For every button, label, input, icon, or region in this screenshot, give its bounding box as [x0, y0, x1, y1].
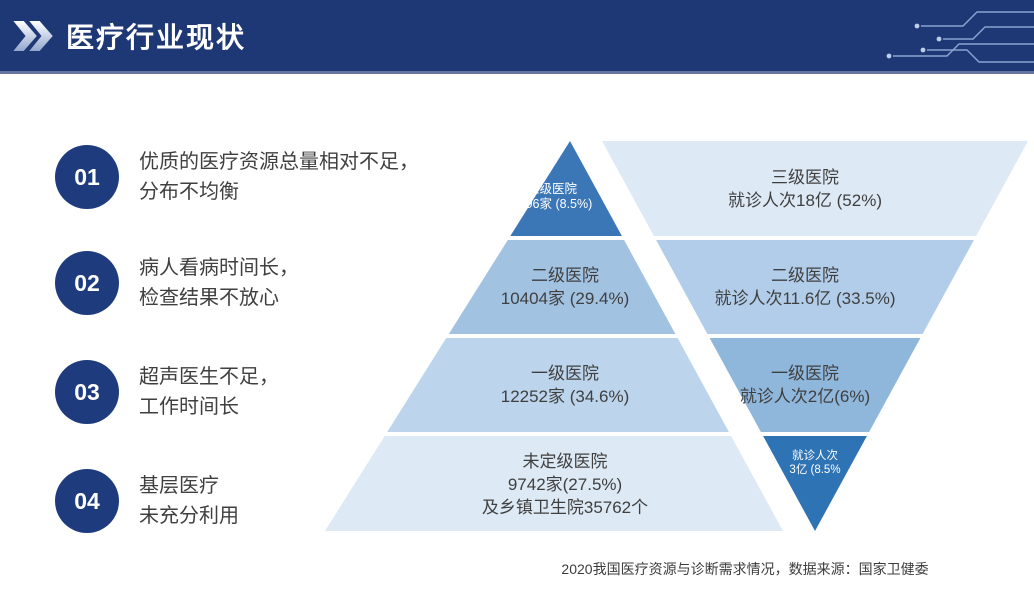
- level-value: 就诊人次18亿 (52%): [728, 191, 882, 210]
- problem-item-4: 04 基层医疗 未充分利用: [55, 468, 239, 534]
- level-name: 二级医院: [771, 266, 839, 285]
- level-value: 9742家(27.5%): [507, 475, 623, 494]
- level-name: 二级医院: [531, 266, 599, 285]
- hospital-pyramid-level-2-shape: [448, 240, 676, 334]
- level-value: 12252家 (34.6%): [500, 387, 630, 406]
- level-value: 就诊人次2亿(6%): [739, 387, 871, 406]
- problem-3-line-1: 超声医生不足，: [139, 366, 279, 388]
- visits-level-1-label: 三级医院 就诊人次18亿 (52%): [655, 166, 955, 212]
- visits-pyramid-level-2-shape: [656, 240, 974, 334]
- problem-text-4: 基层医疗 未充分利用: [139, 471, 239, 531]
- level-name: 一级医院: [531, 364, 599, 383]
- level-extra: 及乡镇卫生院35762个: [481, 498, 649, 517]
- problem-item-2: 02 病人看病时间长， 检查结果不放心: [55, 250, 299, 316]
- problem-item-3: 03 超声医生不足， 工作时间长: [55, 359, 279, 425]
- problem-3-line-2: 工作时间长: [139, 396, 239, 418]
- problem-1-line-2: 分布不均衡: [139, 181, 239, 203]
- hospital-pyramid-level-4-shape: [325, 436, 783, 531]
- level-name: 三级医院: [526, 182, 577, 196]
- level-value: 10404家 (29.4%): [500, 289, 630, 308]
- hospital-level-1-label: 三级医院 2996家 (8.5%): [482, 182, 622, 212]
- page-title: 医疗行业现状: [66, 21, 247, 53]
- problem-text-3: 超声医生不足， 工作时间长: [139, 362, 279, 422]
- visits-pyramid-level-1-shape: [602, 141, 1028, 236]
- number-badge-01: 01: [55, 145, 119, 209]
- problem-2-line-1: 病人看病时间长，: [139, 257, 299, 279]
- visits-pyramid-level-3-shape: [709, 338, 921, 432]
- hospital-level-2-label: 二级医院 10404家 (29.4%): [410, 264, 720, 310]
- number-badge-04: 04: [55, 469, 119, 533]
- visits-level-3-label: 一级医院 就诊人次2亿(6%): [655, 362, 955, 408]
- problem-4-line-2: 未充分利用: [139, 505, 239, 527]
- double-chevron-icon: [13, 20, 53, 51]
- problem-4-line-1: 基层医疗: [139, 475, 219, 497]
- data-source-note: 2020我国医疗资源与诊断需求情况，数据来源：国家卫健委: [561, 561, 929, 577]
- level-name: 未定级医院: [522, 452, 608, 471]
- circuit-lines-icon: [886, 11, 1034, 63]
- problem-text-1: 优质的医疗资源总量相对不足， 分布不均衡: [139, 147, 419, 207]
- level-name: 一级医院: [771, 364, 839, 383]
- hospital-pyramid-level-1-shape: [510, 141, 622, 236]
- visits-pyramid-level-4-shape: [763, 436, 867, 531]
- level-name: 就诊人次: [792, 450, 838, 462]
- number-badge-02: 02: [55, 251, 119, 315]
- level-name: 三级医院: [771, 168, 839, 187]
- visits-level-2-label: 二级医院 就诊人次11.6亿 (33.5%): [655, 264, 955, 310]
- level-value: 3亿 (8.5%: [789, 464, 841, 476]
- header-bar: 医疗行业现状: [0, 0, 1034, 74]
- level-value: 就诊人次11.6亿 (33.5%): [714, 289, 896, 308]
- visits-level-4-label: 就诊人次 3亿 (8.5%: [758, 449, 872, 477]
- problem-item-1: 01 优质的医疗资源总量相对不足， 分布不均衡: [55, 144, 419, 210]
- hospital-level-4-label: 未定级医院 9742家(27.5%) 及乡镇卫生院35762个: [410, 450, 720, 519]
- problem-text-2: 病人看病时间长， 检查结果不放心: [139, 253, 299, 313]
- level-value: 2996家 (8.5%): [511, 197, 593, 211]
- number-badge-03: 03: [55, 360, 119, 424]
- hospital-pyramid-level-3-shape: [387, 338, 729, 432]
- hospital-level-3-label: 一级医院 12252家 (34.6%): [410, 362, 720, 408]
- problem-1-line-1: 优质的医疗资源总量相对不足，: [139, 151, 419, 173]
- problem-2-line-2: 检查结果不放心: [139, 287, 279, 309]
